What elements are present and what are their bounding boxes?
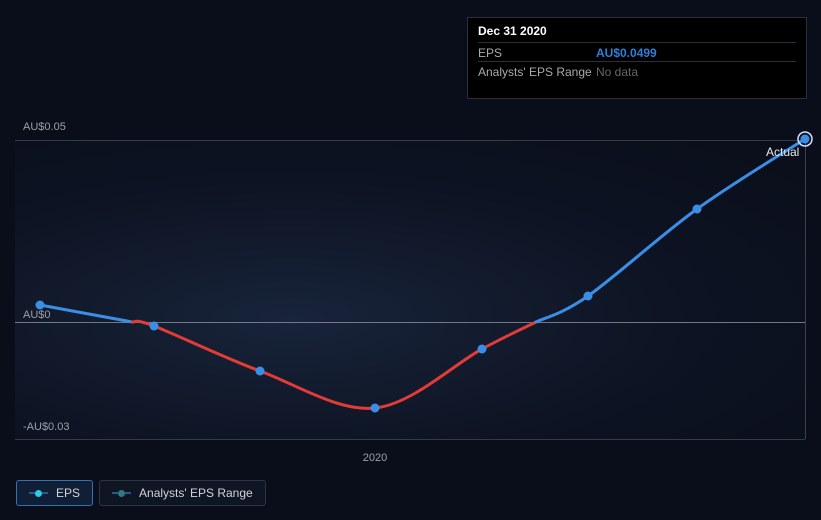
data-point[interactable] [478,345,487,354]
data-point[interactable] [36,301,45,310]
tooltip-row-value: No data [596,65,638,79]
tooltip-row-label: EPS [478,46,596,60]
data-point[interactable] [256,367,265,376]
eps-chart: AU$0.05AU$0-AU$0.03 2020 Actual Dec 31 2… [0,0,821,520]
data-point[interactable] [150,322,159,331]
data-point[interactable] [693,205,702,214]
tooltip: Dec 31 2020 EPSAU$0.0499Analysts' EPS Ra… [467,17,807,99]
legend-swatch-icon [29,490,48,497]
eps-line-segment [536,139,805,322]
data-point[interactable] [801,135,810,144]
data-point[interactable] [584,292,593,301]
legend-item[interactable]: EPS [16,480,93,506]
eps-line-segment [40,305,132,322]
legend-item[interactable]: Analysts' EPS Range [99,480,266,506]
data-point[interactable] [371,404,380,413]
tooltip-row-label: Analysts' EPS Range [478,65,596,79]
actual-label: Actual [766,145,799,159]
legend-label: Analysts' EPS Range [139,486,253,500]
legend-label: EPS [56,486,80,500]
legend: EPS Analysts' EPS Range [16,480,266,506]
tooltip-title: Dec 31 2020 [478,24,796,38]
tooltip-row: EPSAU$0.0499 [478,42,796,61]
eps-line-segment [132,321,536,408]
legend-swatch-icon [112,490,131,497]
tooltip-row: Analysts' EPS RangeNo data [478,61,796,80]
tooltip-row-value: AU$0.0499 [596,46,657,60]
